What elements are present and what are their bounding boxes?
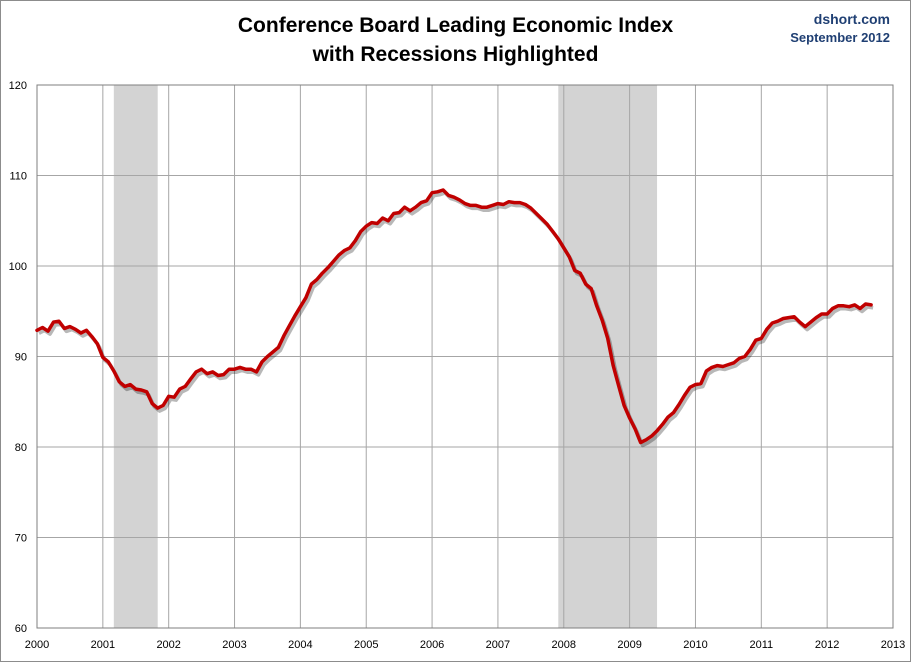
- x-tick-2006: 2006: [420, 639, 444, 651]
- series-line-1: [35, 188, 873, 445]
- source-credit: dshort.com: [813, 11, 890, 27]
- horizontal-gridlines: [36, 84, 894, 629]
- x-tick-2012: 2012: [815, 639, 839, 651]
- y-tick-80: 80: [15, 442, 27, 454]
- x-tick-2007: 2007: [486, 639, 510, 651]
- y-tick-70: 70: [15, 533, 27, 545]
- x-tick-2009: 2009: [617, 639, 641, 651]
- x-tick-2003: 2003: [222, 639, 246, 651]
- y-tick-120: 120: [9, 80, 27, 92]
- x-tick-2011: 2011: [749, 639, 773, 651]
- x-tick-2000: 2000: [25, 639, 49, 651]
- y-tick-100: 100: [9, 261, 27, 273]
- x-tick-2005: 2005: [354, 639, 378, 651]
- chart-title-line1: Conference Board Leading Economic Index: [237, 14, 674, 37]
- x-tick-2010: 2010: [683, 639, 707, 651]
- plot-border: [36, 84, 894, 629]
- series-lines: [35, 188, 874, 448]
- y-tick-60: 60: [15, 623, 27, 635]
- chart-title-line2: with Recessions Highlighted: [312, 43, 599, 66]
- series-shadow-1: [38, 191, 874, 448]
- y-tick-90: 90: [15, 352, 27, 364]
- x-tick-2013: 2013: [881, 639, 905, 651]
- y-tick-labels: 60 70 80 90 100 110 120: [9, 80, 27, 635]
- date-credit: September 2012: [790, 30, 890, 45]
- x-tick-2002: 2002: [156, 639, 180, 651]
- x-tick-2008: 2008: [552, 639, 576, 651]
- x-tick-2004: 2004: [288, 639, 312, 651]
- x-tick-labels: 2000 2001 2002 2003 2004 2005 2006 2007 2008 2009…: [25, 639, 905, 651]
- y-tick-110: 110: [9, 171, 27, 183]
- x-tick-2001: 2001: [91, 639, 115, 651]
